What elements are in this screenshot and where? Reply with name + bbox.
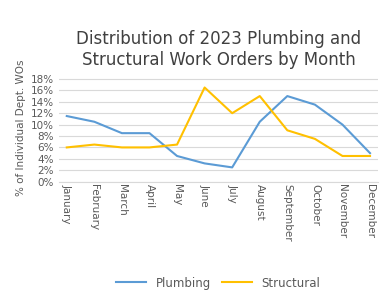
Structural	[120, 146, 124, 149]
Line: Structural: Structural	[67, 88, 370, 156]
Plumbing	[92, 120, 97, 124]
Structural	[202, 86, 207, 89]
Line: Plumbing: Plumbing	[67, 96, 370, 167]
Y-axis label: % of Individual Dept. WOs: % of Individual Dept. WOs	[16, 59, 27, 196]
Plumbing	[120, 131, 124, 135]
Plumbing	[175, 154, 179, 158]
Plumbing	[64, 114, 69, 118]
Structural	[257, 94, 262, 98]
Structural	[312, 137, 317, 141]
Plumbing	[285, 94, 290, 98]
Legend: Plumbing, Structural: Plumbing, Structural	[117, 277, 320, 289]
Plumbing	[230, 166, 234, 169]
Structural	[340, 154, 345, 158]
Structural	[175, 143, 179, 146]
Structural	[230, 111, 234, 115]
Plumbing	[312, 103, 317, 106]
Plumbing	[147, 131, 152, 135]
Plumbing	[368, 151, 372, 155]
Plumbing	[340, 123, 345, 126]
Plumbing	[257, 120, 262, 124]
Structural	[147, 146, 152, 149]
Structural	[92, 143, 97, 146]
Structural	[368, 154, 372, 158]
Structural	[285, 129, 290, 132]
Title: Distribution of 2023 Plumbing and
Structural Work Orders by Month: Distribution of 2023 Plumbing and Struct…	[76, 30, 361, 69]
Plumbing	[202, 162, 207, 165]
Structural	[64, 146, 69, 149]
